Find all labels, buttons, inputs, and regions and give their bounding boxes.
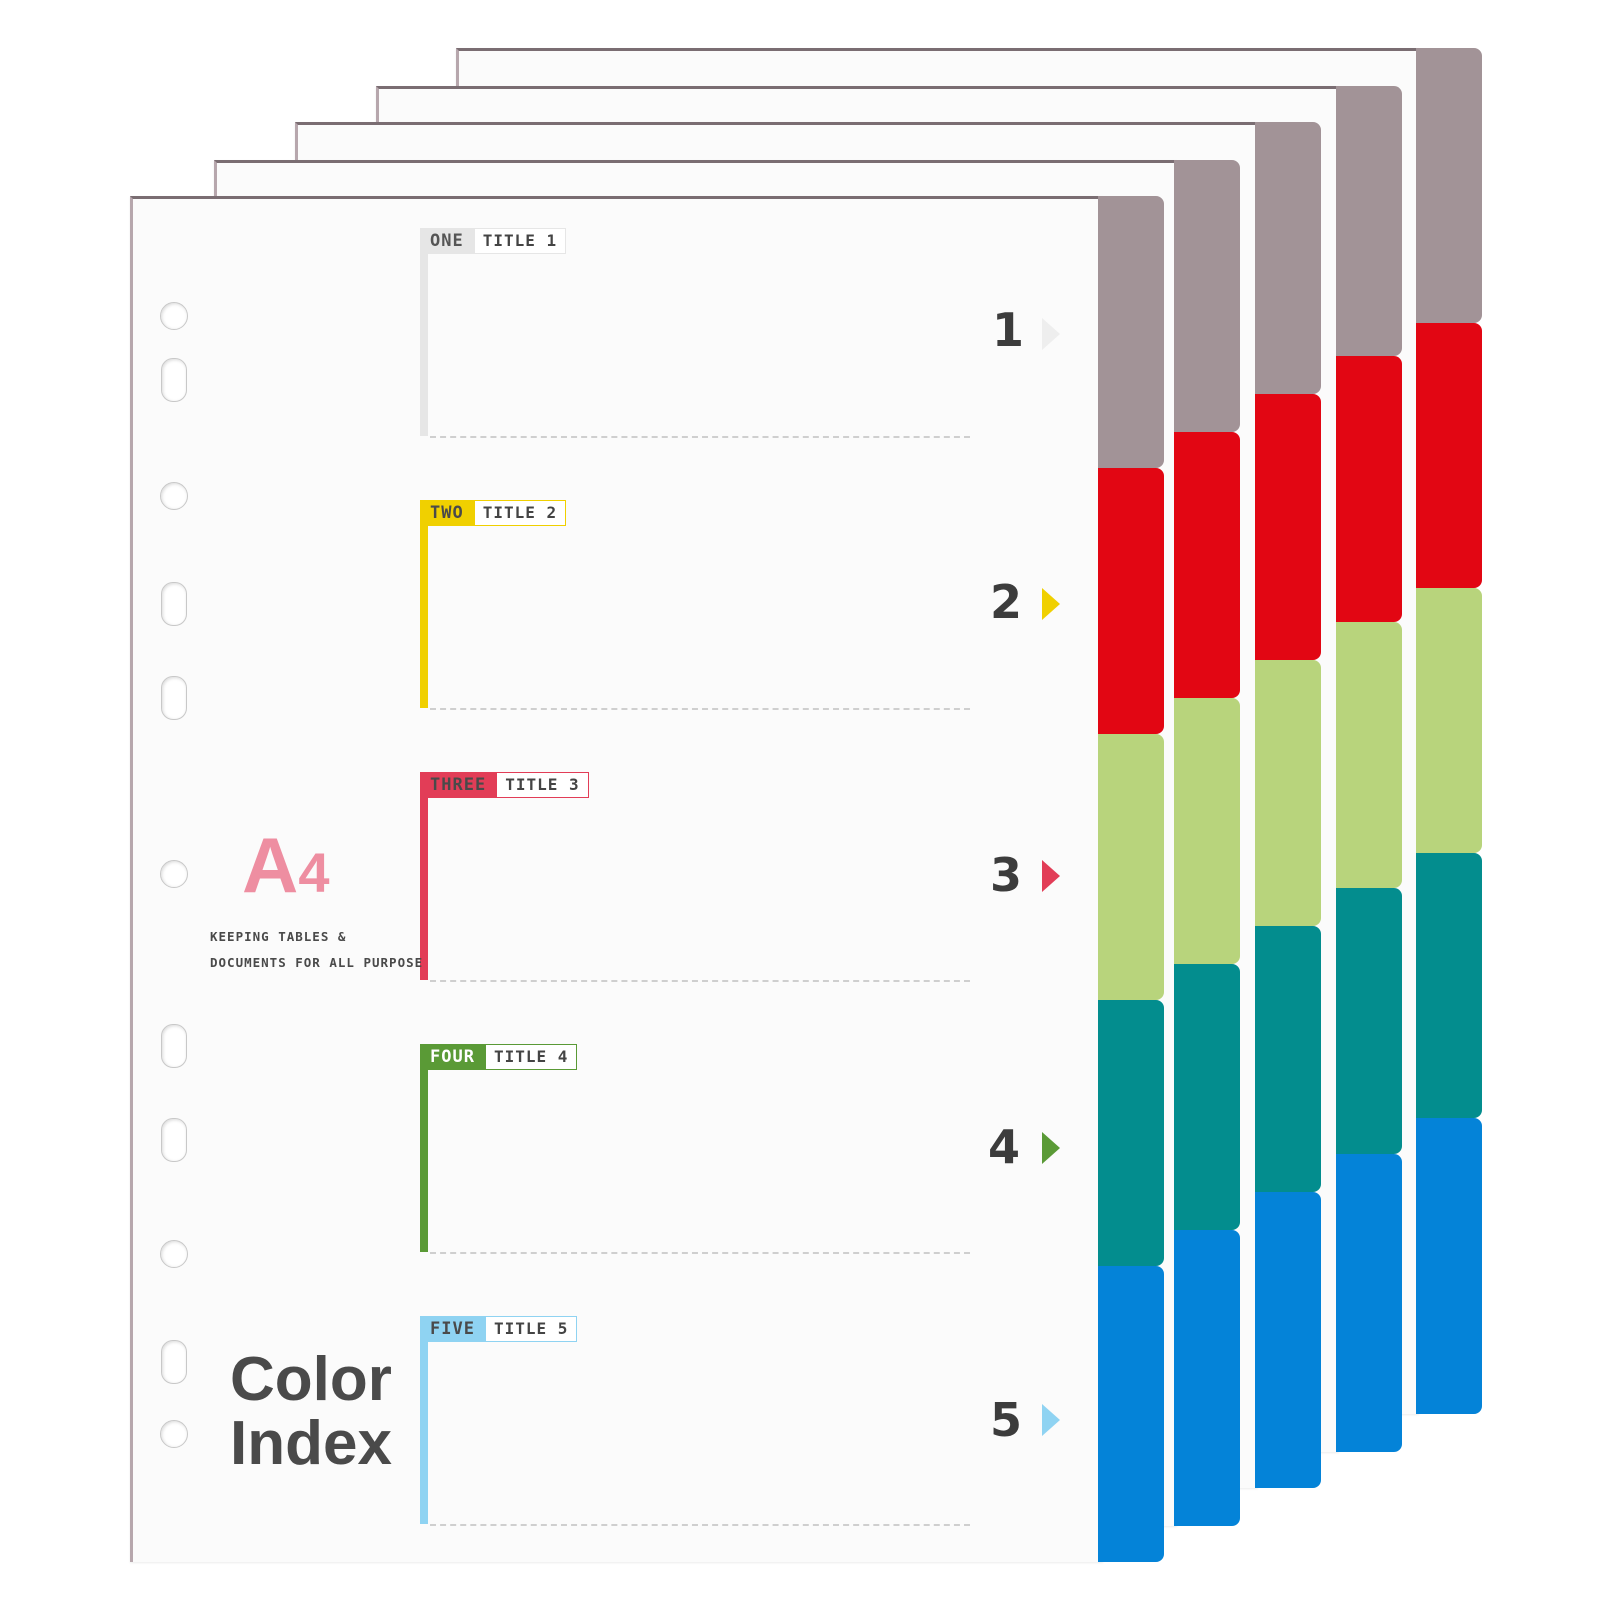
tab-teal[interactable] xyxy=(1336,888,1402,1154)
tagline: KEEPING TABLES & DOCUMENTS FOR ALL PURPO… xyxy=(210,924,423,976)
punch-hole xyxy=(160,1240,188,1268)
section-number: 5 xyxy=(990,1393,1023,1447)
section-number: 2 xyxy=(990,575,1023,629)
section-number: 3 xyxy=(990,848,1023,902)
tab-blue[interactable] xyxy=(1098,1266,1164,1562)
format-digit: 4 xyxy=(298,841,330,904)
tab-strip xyxy=(1174,160,1240,1526)
section-bar xyxy=(420,1316,428,1524)
product-name-line-2: Index xyxy=(230,1409,392,1478)
punch-hole xyxy=(161,358,187,402)
section-bar xyxy=(420,1044,428,1252)
tagline-line-2: DOCUMENTS FOR ALL PURPOSE xyxy=(210,955,424,970)
section-three: THREE TITLE 3 xyxy=(420,772,970,982)
punch-hole xyxy=(160,302,188,330)
section-word: FOUR xyxy=(420,1044,485,1070)
section-label: FIVE TITLE 5 xyxy=(420,1316,578,1342)
section-title[interactable]: TITLE 5 xyxy=(484,1316,578,1342)
section-word: THREE xyxy=(420,772,497,798)
section-number: 1 xyxy=(992,303,1025,357)
tagline-line-1: KEEPING TABLES & xyxy=(210,929,347,944)
section-label: ONE TITLE 1 xyxy=(420,228,567,254)
tab-blue[interactable] xyxy=(1174,1230,1240,1526)
section-label: FOUR TITLE 4 xyxy=(420,1044,578,1070)
tab-grey[interactable] xyxy=(1336,86,1402,356)
section-bar xyxy=(420,500,428,708)
tab-blue[interactable] xyxy=(1416,1118,1482,1414)
punch-hole xyxy=(161,1024,187,1068)
tab-grey[interactable] xyxy=(1098,196,1164,468)
tab-blue[interactable] xyxy=(1336,1154,1402,1452)
section-title[interactable]: TITLE 4 xyxy=(484,1044,578,1070)
punch-hole xyxy=(160,482,188,510)
section-title[interactable]: TITLE 3 xyxy=(496,772,589,798)
arrow-right-icon xyxy=(1042,318,1060,350)
section-word: ONE xyxy=(420,228,474,254)
tab-lime[interactable] xyxy=(1416,588,1482,853)
tab-blue[interactable] xyxy=(1255,1192,1321,1488)
punch-hole xyxy=(161,1340,187,1384)
tab-lime[interactable] xyxy=(1098,734,1164,1000)
title-line xyxy=(430,708,970,710)
section-bar xyxy=(420,228,428,436)
arrow-right-icon xyxy=(1042,1404,1060,1436)
tab-grey[interactable] xyxy=(1416,48,1482,323)
tab-grey[interactable] xyxy=(1174,160,1240,432)
format-logo: A4 xyxy=(242,820,330,911)
tab-strip xyxy=(1098,196,1164,1562)
section-word: FIVE xyxy=(420,1316,485,1342)
tab-grey[interactable] xyxy=(1255,122,1321,394)
tab-lime[interactable] xyxy=(1174,698,1240,964)
arrow-right-icon xyxy=(1042,588,1060,620)
section-label: TWO TITLE 2 xyxy=(420,500,567,526)
tab-red[interactable] xyxy=(1336,356,1402,622)
section-two: TWO TITLE 2 xyxy=(420,500,970,710)
section-bar xyxy=(420,772,428,980)
section-one: ONE TITLE 1 xyxy=(420,228,970,438)
arrow-right-icon xyxy=(1042,860,1060,892)
arrow-right-icon xyxy=(1042,1132,1060,1164)
tab-strip xyxy=(1336,86,1402,1452)
title-line xyxy=(430,980,970,982)
section-four: FOUR TITLE 4 xyxy=(420,1044,970,1254)
section-title[interactable]: TITLE 2 xyxy=(473,500,567,526)
tab-strip xyxy=(1255,122,1321,1488)
tab-red[interactable] xyxy=(1255,394,1321,660)
tab-strip xyxy=(1416,48,1482,1414)
tab-teal[interactable] xyxy=(1174,964,1240,1230)
section-number: 4 xyxy=(988,1120,1021,1174)
punch-hole xyxy=(161,676,187,720)
tab-teal[interactable] xyxy=(1255,926,1321,1192)
section-title[interactable]: TITLE 1 xyxy=(473,228,567,254)
product-name: Color Index xyxy=(230,1348,392,1476)
divider-sheet-1 xyxy=(130,196,1166,1562)
punch-hole xyxy=(161,1118,187,1162)
punch-hole xyxy=(161,582,187,626)
title-line xyxy=(430,436,970,438)
tab-teal[interactable] xyxy=(1416,853,1482,1118)
tab-lime[interactable] xyxy=(1336,622,1402,888)
tab-lime[interactable] xyxy=(1255,660,1321,926)
format-letter: A xyxy=(242,821,299,909)
title-line xyxy=(430,1524,970,1526)
title-line xyxy=(430,1252,970,1254)
tab-teal[interactable] xyxy=(1098,1000,1164,1266)
sheet-paper xyxy=(130,196,1103,1562)
section-five: FIVE TITLE 5 xyxy=(420,1316,970,1526)
tab-red[interactable] xyxy=(1174,432,1240,698)
punch-hole xyxy=(160,1420,188,1448)
product-name-line-1: Color xyxy=(230,1345,392,1414)
section-label: THREE TITLE 3 xyxy=(420,772,589,798)
section-word: TWO xyxy=(420,500,474,526)
tab-red[interactable] xyxy=(1416,323,1482,588)
tab-red[interactable] xyxy=(1098,468,1164,734)
punch-hole xyxy=(160,860,188,888)
